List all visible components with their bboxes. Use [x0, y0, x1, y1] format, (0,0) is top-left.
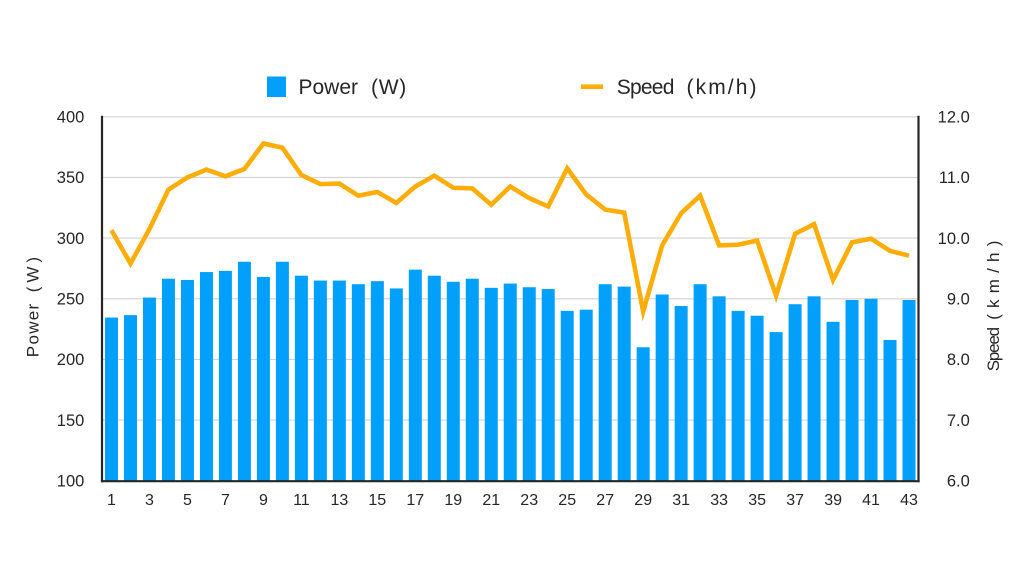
svg-text:6.0: 6.0 — [947, 473, 970, 491]
svg-text:150: 150 — [57, 412, 85, 430]
svg-text:Speed: Speed — [617, 76, 674, 99]
svg-text:8.0: 8.0 — [947, 351, 970, 369]
svg-text:12.0: 12.0 — [938, 109, 970, 127]
svg-text:25: 25 — [558, 492, 576, 509]
svg-text:43: 43 — [900, 492, 918, 509]
svg-text:250: 250 — [57, 291, 85, 309]
svg-text:17: 17 — [406, 492, 424, 509]
svg-text:23: 23 — [520, 492, 538, 509]
svg-text:27: 27 — [596, 492, 614, 509]
svg-text:100: 100 — [57, 473, 85, 491]
svg-text:13: 13 — [331, 492, 349, 509]
svg-text:Power: Power — [299, 76, 359, 99]
svg-text:19: 19 — [444, 492, 462, 509]
svg-text:(km/h): (km/h) — [687, 76, 759, 99]
svg-text:21: 21 — [482, 492, 500, 509]
svg-text:(km/h): (km/h) — [984, 234, 1003, 319]
svg-text:35: 35 — [748, 492, 766, 509]
svg-text:1: 1 — [107, 492, 116, 509]
svg-text:3: 3 — [145, 492, 154, 509]
svg-text:(W): (W) — [24, 253, 43, 292]
svg-text:Speed: Speed — [984, 327, 1003, 371]
svg-text:37: 37 — [786, 492, 804, 509]
svg-text:10.0: 10.0 — [938, 230, 970, 248]
svg-text:31: 31 — [672, 492, 690, 509]
svg-text:5: 5 — [183, 492, 192, 509]
svg-text:11.0: 11.0 — [939, 169, 970, 187]
svg-text:41: 41 — [862, 492, 880, 509]
svg-text:39: 39 — [824, 492, 842, 509]
svg-text:400: 400 — [57, 109, 85, 127]
svg-text:7.0: 7.0 — [947, 412, 970, 430]
svg-text:350: 350 — [57, 169, 85, 187]
svg-text:(W): (W) — [371, 76, 407, 99]
svg-text:33: 33 — [710, 492, 728, 509]
svg-text:11: 11 — [293, 492, 310, 509]
svg-text:7: 7 — [221, 492, 230, 509]
svg-text:29: 29 — [634, 492, 652, 509]
svg-text:9: 9 — [259, 492, 268, 509]
svg-text:9.0: 9.0 — [947, 291, 970, 309]
svg-text:15: 15 — [368, 492, 386, 509]
svg-text:200: 200 — [57, 351, 85, 369]
svg-text:Power: Power — [24, 303, 43, 358]
svg-text:300: 300 — [57, 230, 85, 248]
